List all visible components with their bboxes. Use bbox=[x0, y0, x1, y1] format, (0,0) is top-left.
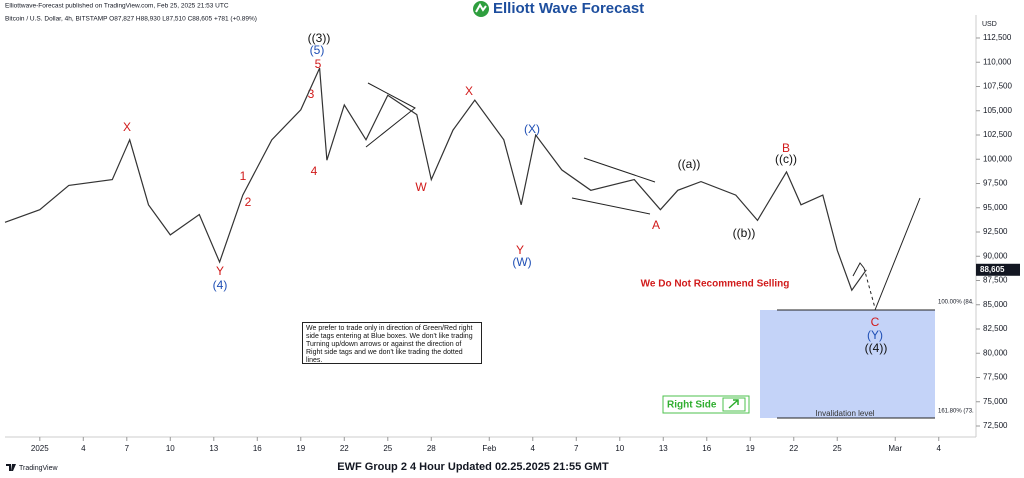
last-price-tag bbox=[976, 263, 1020, 276]
last-price-label: 88,605 bbox=[980, 265, 1005, 274]
price-line bbox=[4, 67, 867, 292]
wave-label: W bbox=[415, 180, 427, 194]
blue-box bbox=[760, 310, 935, 418]
wave-label: ((4)) bbox=[865, 341, 888, 355]
wave-label: B bbox=[782, 141, 790, 155]
brand: TradingView bbox=[19, 465, 58, 472]
wave-label: 2 bbox=[245, 195, 252, 209]
wave-label: ((c)) bbox=[775, 152, 797, 166]
y-tick-label: 85,000 bbox=[983, 300, 1008, 309]
triangle bbox=[571, 157, 656, 215]
y-tick-label: 97,500 bbox=[983, 179, 1008, 188]
zone-label: Invalidation level bbox=[815, 409, 874, 418]
y-tick-label: 110,000 bbox=[983, 57, 1012, 66]
y-tick-label: 87,500 bbox=[983, 276, 1008, 285]
x-tick-label: 4 bbox=[937, 444, 942, 453]
wave-label: 4 bbox=[311, 164, 318, 178]
y-tick-label: 112,500 bbox=[983, 33, 1012, 42]
x-tick-label: 10 bbox=[166, 444, 175, 453]
y-tick-label: 75,000 bbox=[983, 397, 1008, 406]
y-tick-label: 90,000 bbox=[983, 251, 1008, 260]
logo-wave bbox=[475, 3, 487, 13]
note-box: We prefer to trade only in direction of … bbox=[302, 322, 482, 364]
projection bbox=[852, 262, 865, 277]
caption: EWF Group 2 4 Hour Updated 02.25.2025 21… bbox=[337, 461, 609, 473]
wave-label: ((b)) bbox=[733, 226, 756, 240]
x-tick-label: Feb bbox=[482, 444, 496, 453]
wave-label: ((3)) bbox=[308, 31, 331, 45]
x-tick-label: 13 bbox=[659, 444, 668, 453]
x-tick-label: 16 bbox=[702, 444, 711, 453]
y-tick-label: 100,000 bbox=[983, 154, 1012, 163]
wave-label: Y bbox=[216, 264, 224, 278]
x-tick-label: 7 bbox=[574, 444, 579, 453]
x-tick-label: 25 bbox=[383, 444, 392, 453]
currency: USD bbox=[982, 21, 997, 28]
x-tick-label: 16 bbox=[253, 444, 262, 453]
tv-logo bbox=[6, 464, 16, 471]
logo: Elliott Wave Forecast bbox=[493, 0, 644, 17]
wave-label: X bbox=[465, 84, 473, 98]
y-tick-label: 80,000 bbox=[983, 348, 1008, 357]
wave-label: C bbox=[871, 315, 880, 329]
wave-label: (W) bbox=[512, 255, 531, 269]
x-tick-label: 19 bbox=[296, 444, 305, 453]
wave-label: 3 bbox=[308, 87, 315, 101]
fib-label: 100.00% (84. bbox=[938, 300, 974, 306]
warning: We Do Not Recommend Selling bbox=[641, 279, 790, 290]
wave-label: ((a)) bbox=[678, 157, 701, 171]
triangle bbox=[365, 82, 416, 148]
y-tick-label: 102,500 bbox=[983, 130, 1012, 139]
y-tick-label: 82,500 bbox=[983, 324, 1008, 333]
wave-label: X bbox=[123, 120, 131, 134]
y-tick-label: 92,500 bbox=[983, 227, 1008, 236]
arrow bbox=[728, 399, 739, 409]
projection bbox=[874, 197, 921, 311]
published: Elliottwave-Forecast published on Tradin… bbox=[5, 3, 229, 10]
x-tick-label: 19 bbox=[746, 444, 755, 453]
x-tick-label: 25 bbox=[833, 444, 842, 453]
y-tick-label: 107,500 bbox=[983, 82, 1012, 91]
x-tick-label: 2025 bbox=[31, 444, 49, 453]
wave-label: (4) bbox=[213, 278, 228, 292]
y-tick-label: 95,000 bbox=[983, 203, 1008, 212]
x-tick-label: 22 bbox=[340, 444, 349, 453]
symbol: Bitcoin / U.S. Dollar, 4h, BITSTAMP O87,… bbox=[5, 16, 257, 23]
wave-label: Y bbox=[516, 243, 524, 257]
x-tick-label: Mar bbox=[888, 444, 902, 453]
logo-icon bbox=[473, 1, 489, 17]
right-side: Right Side bbox=[667, 400, 717, 411]
logo-circle bbox=[473, 1, 489, 17]
x-tick-label: 4 bbox=[531, 444, 536, 453]
y-tick-label: 72,500 bbox=[983, 421, 1008, 430]
wave-label: A bbox=[652, 218, 660, 232]
wave-label: (5) bbox=[310, 43, 325, 57]
fib-label: 161.80% (73. bbox=[938, 409, 974, 415]
x-tick-label: 10 bbox=[615, 444, 624, 453]
wave-label: 5 bbox=[315, 57, 322, 71]
x-tick-label: 7 bbox=[125, 444, 130, 453]
wave-label: (X) bbox=[524, 122, 540, 136]
x-tick-label: 22 bbox=[789, 444, 798, 453]
dotted-path bbox=[863, 267, 876, 309]
x-tick-label: 28 bbox=[427, 444, 436, 453]
wave-label: 1 bbox=[240, 169, 247, 183]
y-tick-label: 77,500 bbox=[983, 373, 1008, 382]
x-tick-label: 4 bbox=[81, 444, 86, 453]
x-tick-label: 13 bbox=[209, 444, 218, 453]
y-tick-label: 105,000 bbox=[983, 106, 1012, 115]
wave-label: (Y) bbox=[867, 328, 883, 342]
